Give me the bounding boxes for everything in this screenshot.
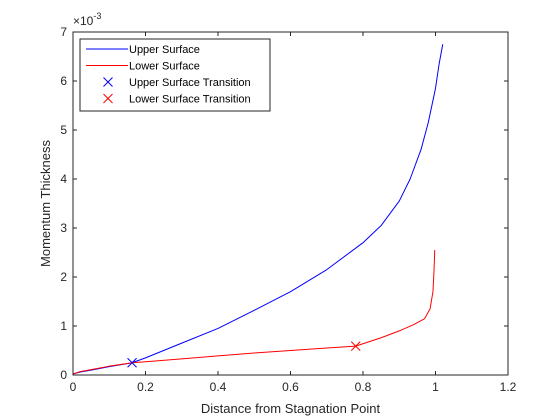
legend-label: Lower Surface: [129, 61, 200, 73]
legend-item: Lower Surface: [86, 61, 200, 73]
legend-items: Upper Surface Lower Surface Upper Surface …: [86, 44, 251, 106]
legend-label: Upper Surface: [129, 44, 200, 56]
x-tick-label: 0.8: [355, 380, 372, 394]
legend-marker: [103, 93, 113, 104]
series-curves: [72, 44, 444, 375]
x-axis-label: Distance from Stagnation Point: [201, 401, 381, 416]
x-tick-label: 1.2: [500, 380, 517, 394]
y-tick-label: 0: [60, 368, 67, 382]
legend-label: Upper Surface Transition: [129, 77, 251, 89]
transition-marker: [350, 341, 361, 351]
y-tick-label: 7: [60, 25, 67, 39]
y-tick-label: 2: [60, 270, 67, 284]
x-tick-label: 0: [70, 380, 77, 394]
y-exponent-label: ×10-3: [73, 11, 101, 28]
x-tick-label: 0.4: [210, 380, 227, 394]
x-tick-label: 0.6: [282, 380, 299, 394]
transition-marker: [127, 357, 137, 368]
legend-item: Upper Surface: [86, 44, 200, 56]
transition-markers: [127, 341, 361, 368]
legend-box: [79, 38, 271, 112]
y-exponent-power: -3: [93, 11, 101, 21]
y-tick-label: 4: [60, 172, 67, 186]
legend: Upper Surface Lower Surface Upper Surface …: [79, 38, 271, 112]
x-tick-label: 1: [432, 380, 439, 394]
y-tick-label: 1: [60, 319, 67, 333]
legend-item: Lower Surface Transition: [103, 93, 251, 106]
y-axis-label: Momentum Thickness: [38, 140, 53, 267]
series-line: [72, 250, 436, 375]
y-exponent-base: ×10: [73, 14, 94, 28]
legend-marker: [103, 77, 113, 87]
x-tick-label: 0.2: [137, 380, 154, 394]
y-tick-label: 3: [60, 221, 67, 235]
legend-item: Upper Surface Transition: [103, 77, 251, 89]
legend-label: Lower Surface Transition: [129, 94, 251, 106]
y-tick-label: 6: [60, 74, 67, 88]
y-tick-label: 5: [60, 123, 67, 137]
axis-ticks: 0 0.2 0.4 0.6 0.8 1 1.2 0 1 2 3 4 5 6 7: [60, 25, 516, 394]
